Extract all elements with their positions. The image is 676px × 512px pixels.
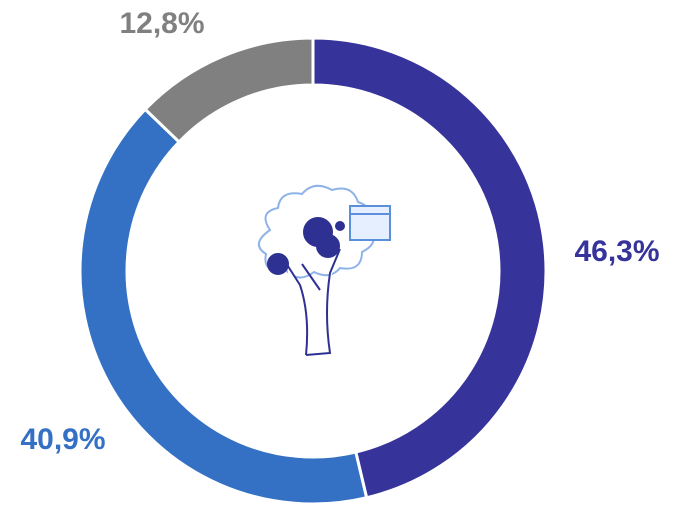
chart: 46,3% 40,9% 12,8% (0, 0, 676, 512)
value-label: 40,9% (20, 423, 105, 456)
value-label: 46,3% (574, 235, 659, 268)
value-label: 12,8% (119, 7, 204, 40)
center-icon (259, 186, 390, 355)
slice (145, 38, 313, 142)
